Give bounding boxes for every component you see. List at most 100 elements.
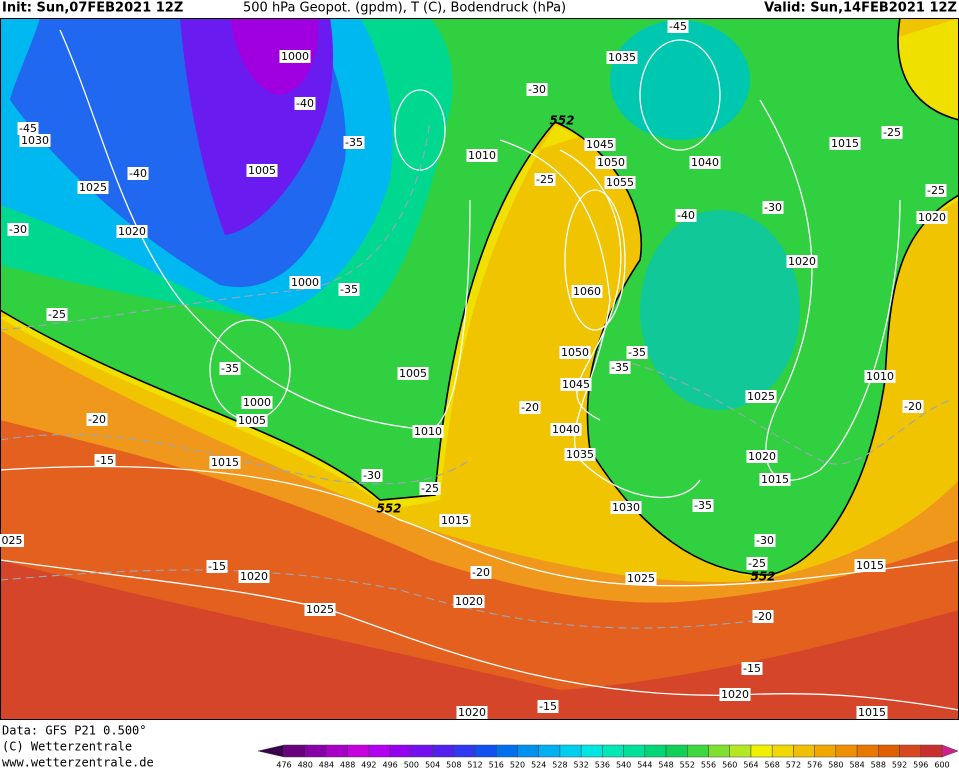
colorbar-box: [580, 744, 603, 758]
isobar-label: 1020: [458, 706, 486, 719]
colorbar-box: [411, 744, 433, 758]
website: www.wetterzentrale.de: [2, 756, 154, 770]
isobar-label: 1045: [562, 378, 590, 391]
colorbar-label: 488: [340, 761, 355, 770]
temperature-label-box: [338, 283, 360, 296]
isobar-label-box: [289, 276, 321, 289]
isobar-label-box: [564, 448, 596, 461]
colorbar-label: 528: [552, 761, 567, 770]
isobar-label-box: [571, 285, 603, 298]
isobar-label: 1050: [561, 346, 589, 359]
colorbar-box: [538, 744, 561, 758]
copyright: (C) Wetterzentrale: [2, 740, 132, 754]
temperature-label-box: [470, 566, 492, 579]
isobar-label: 1020: [240, 570, 268, 583]
isobar-label: 1010: [414, 425, 442, 438]
temperature-label: -25: [48, 308, 66, 321]
temperature-label-box: [361, 469, 383, 482]
temperature-label-box: [86, 413, 108, 426]
colorbar-label: 492: [361, 761, 376, 770]
data-source: Data: GFS P21 0.500°: [2, 724, 147, 738]
colorbar-box: [283, 744, 306, 758]
colorbar-box: [644, 744, 667, 758]
temperature-label-box: [206, 560, 228, 573]
isobar-label: 1020: [118, 225, 146, 238]
isobar-label-box: [77, 181, 109, 194]
colorbar-box: [623, 744, 646, 758]
temperature-label-box: [534, 173, 556, 186]
colorbar-label: 504: [425, 761, 440, 770]
temperature-label: -20: [754, 610, 772, 623]
isobar-label: 1035: [608, 51, 636, 64]
colorbar-box: [878, 744, 900, 758]
isobar-label-box: [466, 149, 498, 162]
temperature-label-box: [519, 401, 541, 414]
isobar-label-box: [759, 473, 791, 486]
colorbar-label: 556: [701, 761, 716, 770]
temperature-label: -30: [528, 83, 546, 96]
isobar-label-box: [595, 156, 627, 169]
isobar-label: 1020: [788, 255, 816, 268]
temperature-label: -15: [539, 700, 557, 713]
colorbar-label: 540: [616, 761, 631, 770]
isobar-label: 1015: [831, 137, 859, 150]
init-time: Init: Sun,07FEB2021 12Z: [2, 1, 183, 16]
temperature-label: -40: [677, 209, 695, 222]
temperature-label: -20: [521, 401, 539, 414]
temperature-label: -25: [748, 557, 766, 570]
isobar-label-box: [209, 456, 241, 469]
temperature-label: -35: [611, 361, 629, 374]
isobar-label-box: [559, 346, 591, 359]
temperature-label-box: [741, 662, 763, 675]
isobar-label: 1035: [566, 448, 594, 461]
isotherm: [0, 434, 471, 485]
isotherm: [0, 119, 431, 331]
temperature-label-box: [626, 346, 648, 359]
colorbar-label: 480: [298, 761, 313, 770]
isobar: [0, 559, 959, 711]
map-title: 500 hPa Geopot. (gpdm), T (C), Bodendruc…: [243, 1, 566, 16]
isobar-label-box: [238, 570, 270, 583]
colorbar-box: [920, 744, 943, 758]
colorbar-box: [708, 744, 730, 758]
isobar-label-box: [606, 51, 638, 64]
colorbar-label: 536: [595, 761, 610, 770]
isobar-label-box: [279, 50, 311, 63]
temperature-label: -25: [421, 482, 439, 495]
isobar-label-box: [456, 706, 488, 719]
temperature-label: -15: [96, 454, 114, 467]
temperature-label-box: [925, 184, 947, 197]
isobar-label-box: [241, 396, 273, 409]
temperature-label: -30: [764, 201, 782, 214]
isobar-label: 1000: [291, 276, 319, 289]
contour-552-ne: [897, 18, 959, 121]
isobar-label: 1015: [856, 559, 884, 572]
colorbar-label: 548: [658, 761, 673, 770]
isobar: [759, 99, 901, 481]
isobar-label: 1005: [399, 367, 427, 380]
colorbar-label: 552: [680, 761, 695, 770]
isobar-label-box: [916, 211, 948, 224]
isobar-label: 1050: [597, 156, 625, 169]
temperature-label-box: [609, 361, 631, 374]
isobar-label-box: [560, 378, 592, 391]
colorbar-label: 508: [446, 761, 461, 770]
temperature-label-box: [419, 482, 441, 495]
colorbar-box: [665, 744, 688, 758]
isobar-label-box: [439, 514, 471, 527]
colorbar-label: 560: [722, 761, 737, 770]
colorbar-box: [793, 744, 815, 758]
isobar-label-box: [689, 156, 721, 169]
colorbar-label: 496: [382, 761, 397, 770]
colorbar-label: 512: [467, 761, 482, 770]
colorbar-box: [750, 744, 773, 758]
temperature-label-box: [343, 136, 365, 149]
isobar-label-box: [412, 425, 444, 438]
colorbar-label: 516: [489, 761, 504, 770]
colorbar-box: [602, 744, 624, 758]
isobar-label-box: [746, 450, 778, 463]
colorbar-box: [496, 744, 518, 758]
contour-552-label: 552: [750, 570, 775, 584]
isobar: [639, 39, 721, 151]
isobar-label-box: [864, 370, 896, 383]
